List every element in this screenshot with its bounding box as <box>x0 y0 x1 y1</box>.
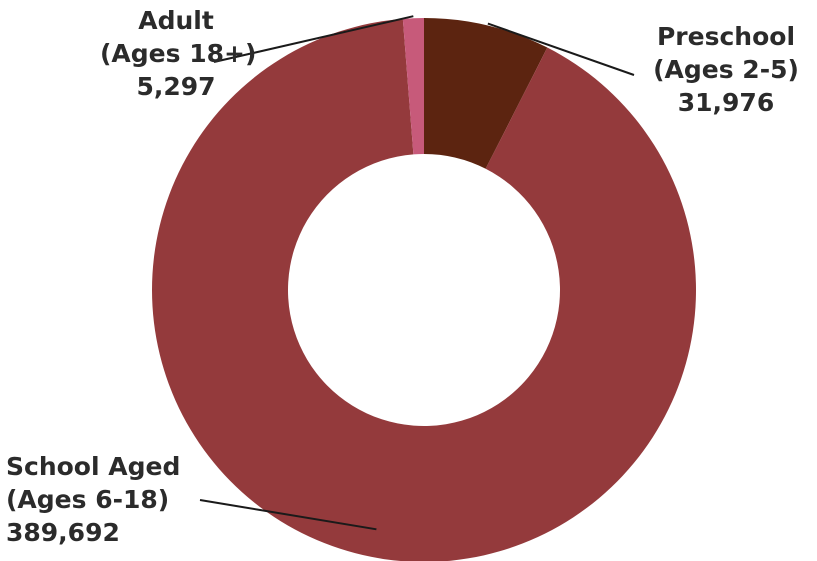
slice-label-adult-ages: (Ages 18+) <box>100 39 257 68</box>
slice-label-preschool-name: Preschool <box>656 22 796 51</box>
slices-group <box>152 18 696 561</box>
leader-line-adult <box>213 15 414 63</box>
slice-label-adult-name: Adult <box>138 6 214 35</box>
slice-preschool <box>424 18 548 169</box>
slice-label-preschool: Preschool (Ages 2-5) 31,976 <box>642 20 810 119</box>
slice-label-preschool-value: 31,976 <box>677 88 775 117</box>
slice-adult <box>402 18 424 155</box>
slice-label-school-aged-value: 389,692 <box>6 518 120 547</box>
slice-label-adult: Adult (Ages 18+) 5,297 <box>100 4 257 103</box>
leader-lines-group <box>199 15 635 531</box>
leader-line-school-aged <box>199 499 377 531</box>
leader-line-preschool <box>487 22 635 76</box>
slice-label-school-aged-name: School Aged <box>6 452 181 481</box>
slice-label-adult-value: 5,297 <box>136 72 216 101</box>
slice-label-school-aged: School Aged (Ages 6-18) 389,692 <box>6 450 206 549</box>
slice-label-school-aged-ages: (Ages 6-18) <box>6 485 170 514</box>
slice-label-preschool-ages: (Ages 2-5) <box>653 55 799 84</box>
slice-school-aged <box>152 18 696 561</box>
